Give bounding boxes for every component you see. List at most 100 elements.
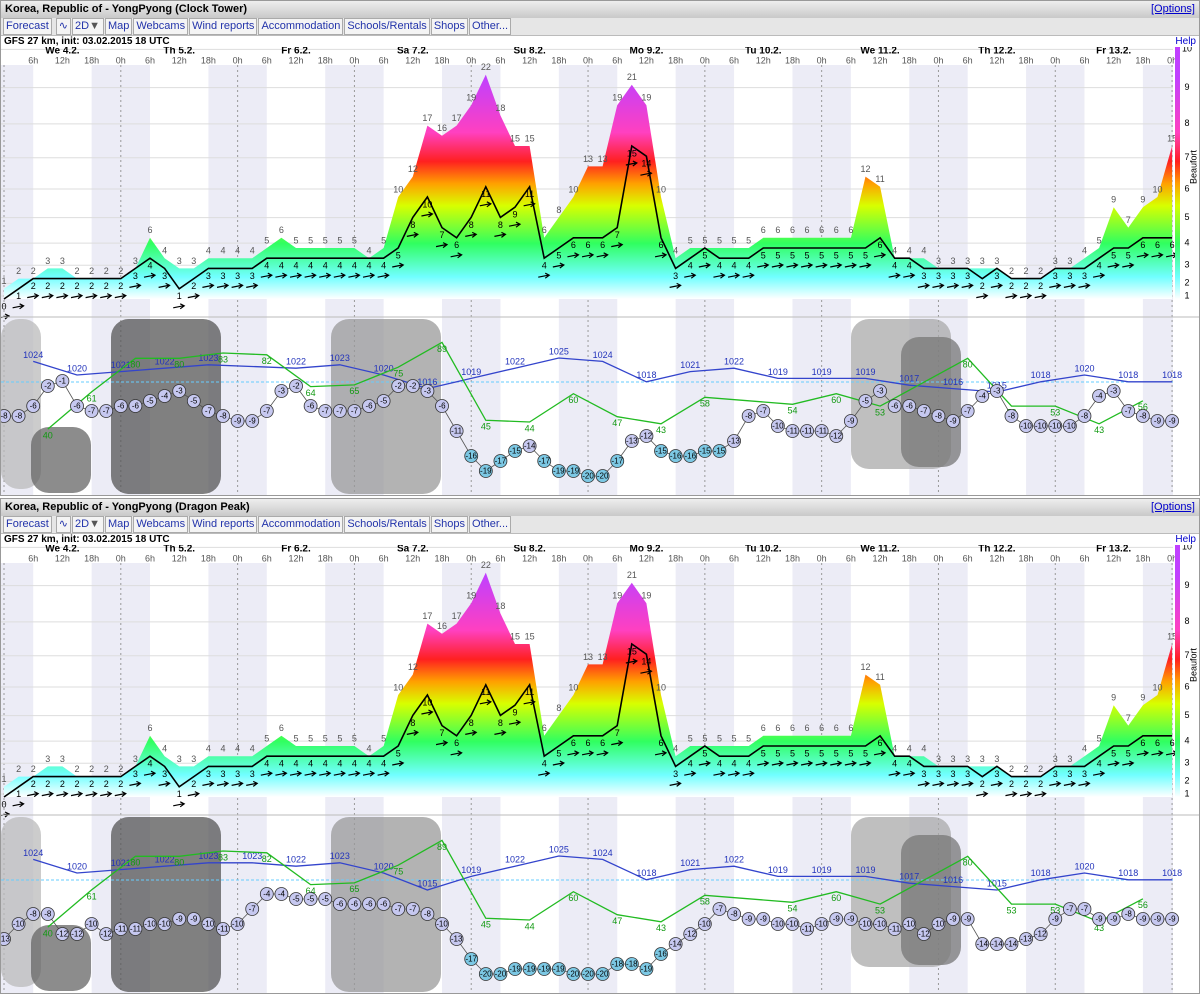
temperature-point — [785, 917, 800, 931]
mean-wind-label: 4 — [1097, 759, 1102, 769]
options-link[interactable]: [Options] — [1150, 501, 1195, 513]
humidity-label: 44 — [525, 921, 535, 931]
nav-item[interactable]: Accommodation — [258, 516, 344, 533]
wind-arrow — [260, 770, 273, 777]
wind-arrow — [85, 791, 98, 798]
beaufort-label: 6 — [1184, 183, 1189, 193]
wind-arrow — [362, 770, 376, 777]
wind-arrow — [844, 262, 857, 269]
gust-label: 13 — [583, 652, 593, 662]
pressure-label: 1018 — [1162, 370, 1182, 380]
beaufort-label: 2 — [1184, 278, 1189, 288]
nav-item[interactable]: Shops — [430, 18, 469, 35]
nav-item[interactable]: 2D ▼ — [72, 516, 104, 533]
wind-arrow — [129, 282, 142, 289]
temperature-point — [756, 404, 771, 418]
mean-wind-label: 2 — [980, 779, 985, 789]
hour-label: 12h — [172, 55, 187, 65]
wind-arrow — [538, 272, 551, 279]
gust-label: 15 — [510, 133, 520, 143]
nav-item[interactable]: Map — [104, 516, 133, 533]
spot-title: Korea, Republic of - YongPyong (Dragon P… — [5, 501, 250, 513]
wind-arrow — [1063, 282, 1077, 289]
pressure-label: 1023 — [330, 851, 350, 861]
help-link[interactable]: Help — [1175, 36, 1196, 47]
mean-wind-label: 3 — [221, 271, 226, 281]
temperature-point — [508, 962, 522, 976]
gust-label: 10 — [1152, 184, 1162, 194]
hour-label: 6h — [28, 55, 38, 65]
nav-item[interactable]: Schools/Rentals — [344, 516, 430, 533]
mean-wind-label: 6 — [1170, 738, 1175, 748]
wind-arrow — [1005, 293, 1018, 300]
temperature-point — [770, 419, 785, 433]
pressure-label: 1015 — [987, 878, 1007, 888]
pressure-label: 1021 — [680, 360, 700, 370]
nav-item[interactable]: Wind reports — [189, 516, 258, 533]
day-label: Th 12.2. — [978, 545, 1015, 555]
nav-item[interactable]: Accommodation — [258, 18, 344, 35]
pressure-label: 1020 — [1074, 363, 1094, 373]
temperature-label: -9 — [1154, 915, 1162, 924]
mean-wind-label: 2 — [89, 281, 94, 291]
hour-label: 18h — [902, 553, 917, 563]
nav-item[interactable]: Other... — [469, 18, 512, 35]
temperature-point — [1135, 912, 1150, 926]
wind-arrow — [815, 760, 828, 767]
nav-item[interactable]: Schools/Rentals — [344, 18, 430, 35]
temperature-point — [55, 374, 70, 388]
options-link[interactable]: [Options] — [1150, 3, 1195, 15]
nav-item[interactable]: Map — [104, 18, 133, 35]
temperature-point — [435, 917, 449, 931]
temperature-label: -10 — [772, 920, 784, 929]
wind-arrow — [348, 770, 361, 777]
pressure-label: 1016 — [943, 377, 963, 387]
nav-item[interactable]: Forecast — [3, 516, 52, 533]
nav-item[interactable]: Webcams — [133, 18, 189, 35]
wind-arrow — [684, 272, 697, 279]
temperature-point — [756, 912, 771, 926]
humidity-label: 89 — [437, 842, 447, 852]
temperature-point — [610, 957, 625, 971]
nav-item[interactable]: 2D ▼ — [72, 18, 104, 35]
beaufort-label: 10 — [1182, 47, 1192, 54]
title-bar: Korea, Republic of - YongPyong (Clock To… — [1, 1, 1199, 18]
nav-item[interactable]: Shops — [430, 516, 469, 533]
wind-arrow — [873, 750, 887, 757]
nav-item[interactable]: Forecast — [3, 18, 52, 35]
gust-label: 3 — [191, 256, 196, 266]
mean-wind-label: 5 — [790, 748, 795, 758]
mean-wind-label: 5 — [819, 748, 824, 758]
hour-label: 6h — [262, 55, 272, 65]
temperature-label: -5 — [322, 895, 330, 904]
temperature-label: -10 — [1035, 422, 1047, 431]
temperature-point — [975, 937, 990, 951]
mean-wind-label: 4 — [337, 261, 342, 271]
wind-arrow — [348, 272, 361, 279]
gust-label: 4 — [921, 744, 926, 754]
temperature-label: -9 — [745, 915, 753, 924]
forecast-graph: We 4.2. Th 5.2. Fr 6.2. Sa 7.2. Su 8.2. Mo 9.… — [1, 542, 1199, 993]
mean-wind-label: 3 — [1053, 271, 1058, 281]
mean-wind-label: 5 — [761, 748, 766, 758]
wind-arrow — [859, 760, 872, 767]
temperature-label: -4 — [979, 392, 987, 401]
nav-item[interactable]: Other... — [469, 516, 512, 533]
pressure-label: 1022 — [724, 855, 744, 865]
mean-wind-label: 2 — [45, 281, 50, 291]
help-link[interactable]: Help — [1175, 534, 1196, 545]
temperature-point — [581, 967, 595, 981]
temperature-label: -4 — [263, 890, 271, 899]
nav-item[interactable]: Webcams — [133, 516, 189, 533]
gust-label: 6 — [819, 225, 824, 235]
temperature-point — [478, 967, 493, 981]
graph-icon[interactable]: ∿ — [55, 516, 72, 533]
graph-icon[interactable]: ∿ — [55, 18, 72, 35]
mean-wind-label: 4 — [892, 261, 897, 271]
gust-label: 19 — [466, 591, 476, 601]
temperature-point — [391, 379, 406, 393]
hour-label: 12h — [639, 553, 654, 563]
gust-label: 10 — [393, 682, 403, 692]
nav-item[interactable]: Wind reports — [189, 18, 258, 35]
hour-label: 0h — [700, 55, 710, 65]
